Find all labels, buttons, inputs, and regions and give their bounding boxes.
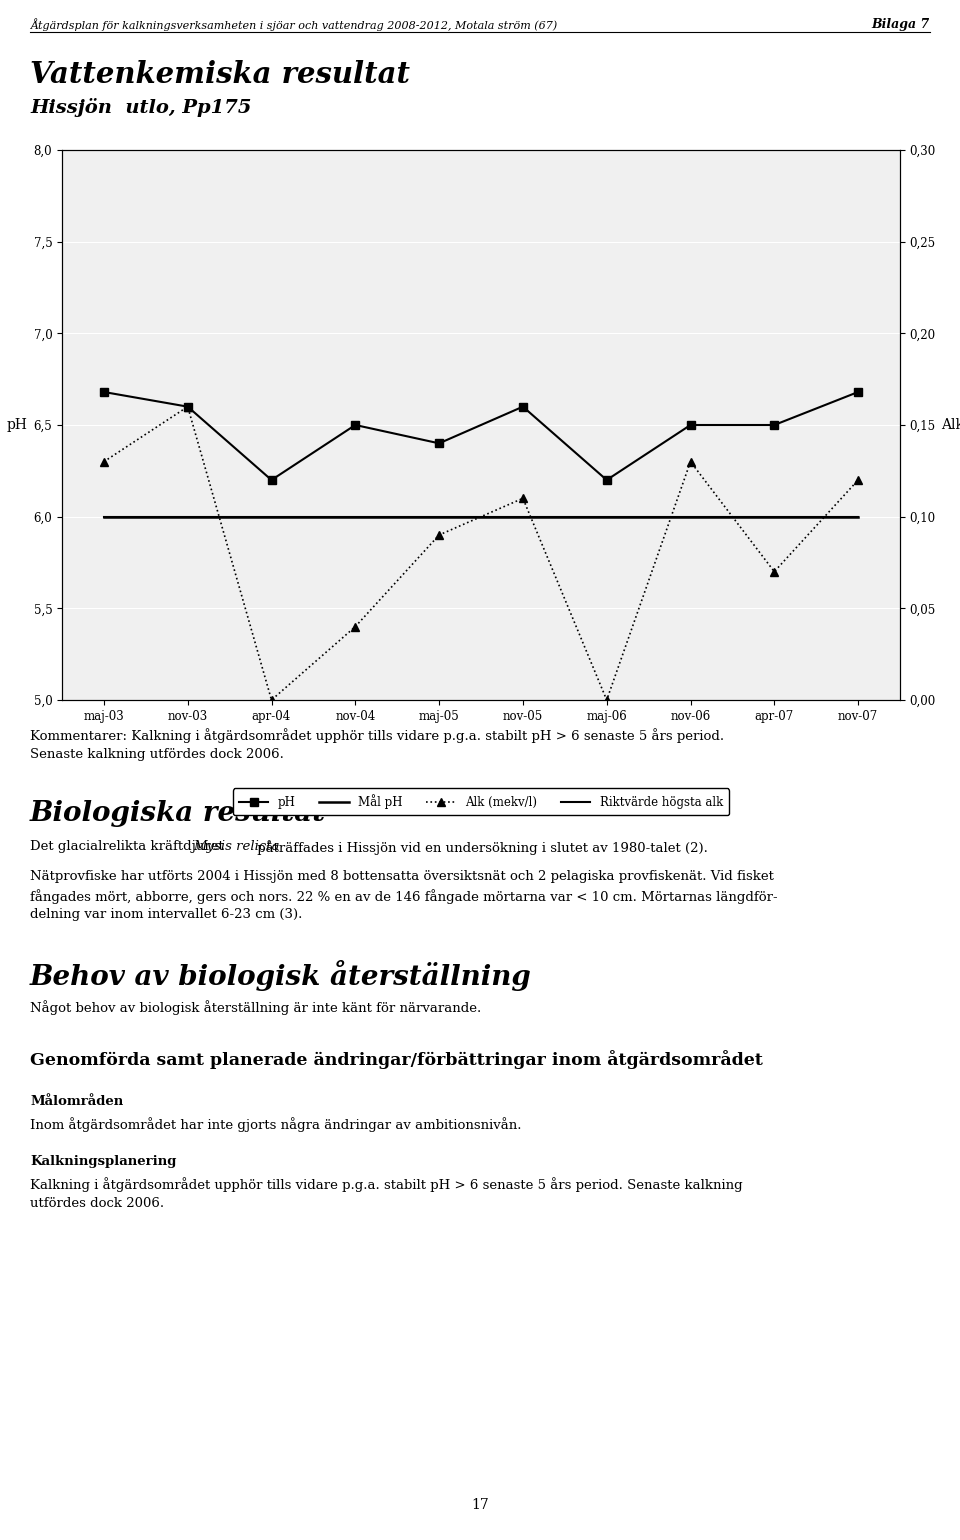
Text: fångades mört, abborre, gers och nors. 22 % en av de 146 fångade mörtarna var < : fångades mört, abborre, gers och nors. 2…	[30, 889, 778, 904]
Text: Det glacialrelikta kräftdjuret: Det glacialrelikta kräftdjuret	[30, 839, 228, 853]
Legend: pH, Mål pH, Alk (mekv/l), Riktvärde högsta alk: pH, Mål pH, Alk (mekv/l), Riktvärde högs…	[233, 788, 729, 815]
Text: Inom åtgärdsområdet har inte gjorts några ändringar av ambitionsnivån.: Inom åtgärdsområdet har inte gjorts någr…	[30, 1116, 521, 1132]
Text: delning var inom intervallet 6-23 cm (3).: delning var inom intervallet 6-23 cm (3)…	[30, 909, 302, 921]
Text: Något behov av biologisk återställning är inte känt för närvarande.: Något behov av biologisk återställning ä…	[30, 999, 481, 1015]
Text: Senaste kalkning utfördes dock 2006.: Senaste kalkning utfördes dock 2006.	[30, 748, 284, 761]
Text: Mysis relicta: Mysis relicta	[193, 839, 279, 853]
Text: Bilaga 7: Bilaga 7	[872, 18, 930, 31]
Text: Målområden: Målområden	[30, 1095, 123, 1107]
Text: Hissjön  utlo, Pp175: Hissjön utlo, Pp175	[30, 99, 252, 117]
Text: påträffades i Hissjön vid en undersökning i slutet av 1980-talet (2).: påträffades i Hissjön vid en undersöknin…	[252, 839, 708, 855]
Text: Behov av biologisk återställning: Behov av biologisk återställning	[30, 959, 532, 992]
Text: Åtgärdsplan för kalkningsverksamheten i sjöar och vattendrag 2008-2012, Motala s: Åtgärdsplan för kalkningsverksamheten i …	[30, 18, 557, 31]
Text: Vattenkemiska resultat: Vattenkemiska resultat	[30, 60, 410, 89]
Y-axis label: Alk: Alk	[941, 417, 960, 433]
Text: utfördes dock 2006.: utfördes dock 2006.	[30, 1197, 164, 1210]
Text: 17: 17	[471, 1498, 489, 1512]
Text: Kalkningsplanering: Kalkningsplanering	[30, 1155, 177, 1167]
Text: Kalkning i åtgärdsområdet upphör tills vidare p.g.a. stabilt pH > 6 senaste 5 år: Kalkning i åtgärdsområdet upphör tills v…	[30, 1177, 743, 1192]
Y-axis label: pH: pH	[7, 417, 27, 433]
Text: Nätprovfiske har utförts 2004 i Hissjön med 8 bottensatta översiktsnät och 2 pel: Nätprovfiske har utförts 2004 i Hissjön …	[30, 870, 774, 882]
Text: Kommentarer: Kalkning i åtgärdsområdet upphör tills vidare p.g.a. stabilt pH > 6: Kommentarer: Kalkning i åtgärdsområdet u…	[30, 728, 724, 742]
Text: Biologiska resultat: Biologiska resultat	[30, 799, 326, 827]
Text: Genomförda samt planerade ändringar/förbättringar inom åtgärdsområdet: Genomförda samt planerade ändringar/förb…	[30, 1050, 763, 1069]
